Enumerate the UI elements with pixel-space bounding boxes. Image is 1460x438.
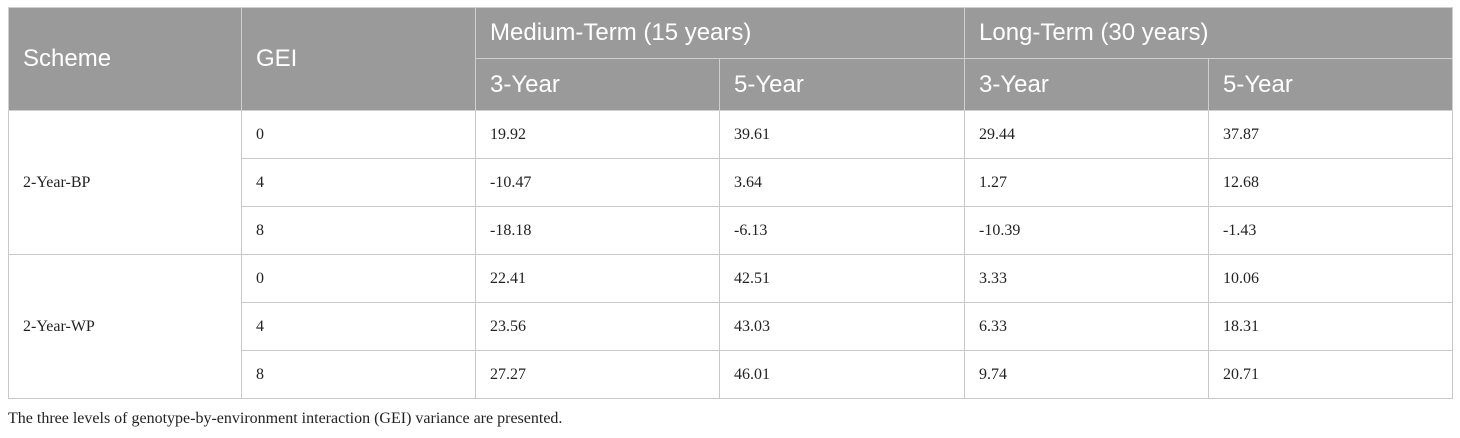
table-footnote: The three levels of genotype-by-environm… (8, 410, 563, 427)
header-scheme: Scheme (8, 7, 242, 111)
scheme-cell: 2-Year-WP (8, 254, 242, 399)
value-cell: 3.64 (718, 158, 966, 207)
value-cell: 46.01 (718, 350, 966, 399)
value-cell: 12.68 (1208, 158, 1454, 207)
scheme-cell: 2-Year-BP (8, 110, 242, 255)
table-row: 2-Year-WP 0 22.41 42.51 3.33 10.06 (8, 254, 1454, 399)
header-medium-5-year: 5-Year (718, 58, 966, 111)
gei-cell: 8 (241, 350, 476, 399)
value-cell: 23.56 (475, 302, 720, 351)
value-cell: 6.33 (964, 302, 1210, 351)
header-long-3-year: 3-Year (964, 58, 1210, 111)
value-cell: -18.18 (475, 206, 720, 255)
gei-cell: 4 (241, 302, 476, 351)
value-cell: -10.47 (475, 158, 720, 207)
table-row: 4 23.56 43.03 6.33 18.31 (9, 302, 1454, 351)
value-cell: 43.03 (718, 302, 966, 351)
value-cell: 1.27 (964, 158, 1210, 207)
value-cell: 42.51 (718, 254, 966, 303)
table-row: 8 -18.18 -6.13 -10.39 -1.43 (9, 206, 1454, 255)
table-header: Scheme GEI Medium-Term (15 years) Long-T… (8, 7, 1454, 111)
value-cell: 27.27 (475, 350, 720, 399)
value-cell: 37.87 (1208, 110, 1454, 159)
header-medium-3-year: 3-Year (475, 58, 720, 111)
value-cell: 9.74 (964, 350, 1210, 399)
gei-cell: 0 (241, 254, 476, 303)
value-cell: 18.31 (1208, 302, 1454, 351)
table-body: 2-Year-BP 0 19.92 39.61 29.44 37.87 4 -1… (8, 110, 1454, 399)
table-container: Scheme GEI Medium-Term (15 years) Long-T… (8, 7, 1454, 399)
value-cell: 19.92 (475, 110, 720, 159)
gei-cell: 8 (241, 206, 476, 255)
table-row: 2-Year-BP 0 19.92 39.61 29.44 37.87 (8, 110, 1454, 255)
value-cell: -1.43 (1208, 206, 1454, 255)
value-cell: 10.06 (1208, 254, 1454, 303)
gei-cell: 4 (241, 158, 476, 207)
header-long-5-year: 5-Year (1208, 58, 1454, 111)
header-group-long-term: Long-Term (30 years) (964, 7, 1454, 59)
header-group-medium-term: Medium-Term (15 years) (474, 7, 966, 59)
value-cell: 29.44 (964, 110, 1210, 159)
value-cell: -10.39 (964, 206, 1210, 255)
value-cell: 3.33 (964, 254, 1210, 303)
table-row: 4 -10.47 3.64 1.27 12.68 (9, 158, 1454, 207)
results-table: Scheme GEI Medium-Term (15 years) Long-T… (8, 7, 1454, 399)
value-cell: 20.71 (1208, 350, 1454, 399)
table-row: 8 27.27 46.01 9.74 20.71 (9, 350, 1454, 399)
value-cell: 39.61 (718, 110, 966, 159)
gei-cell: 0 (241, 110, 476, 159)
value-cell: 22.41 (475, 254, 720, 303)
header-gei: GEI (241, 7, 476, 111)
value-cell: -6.13 (718, 206, 966, 255)
